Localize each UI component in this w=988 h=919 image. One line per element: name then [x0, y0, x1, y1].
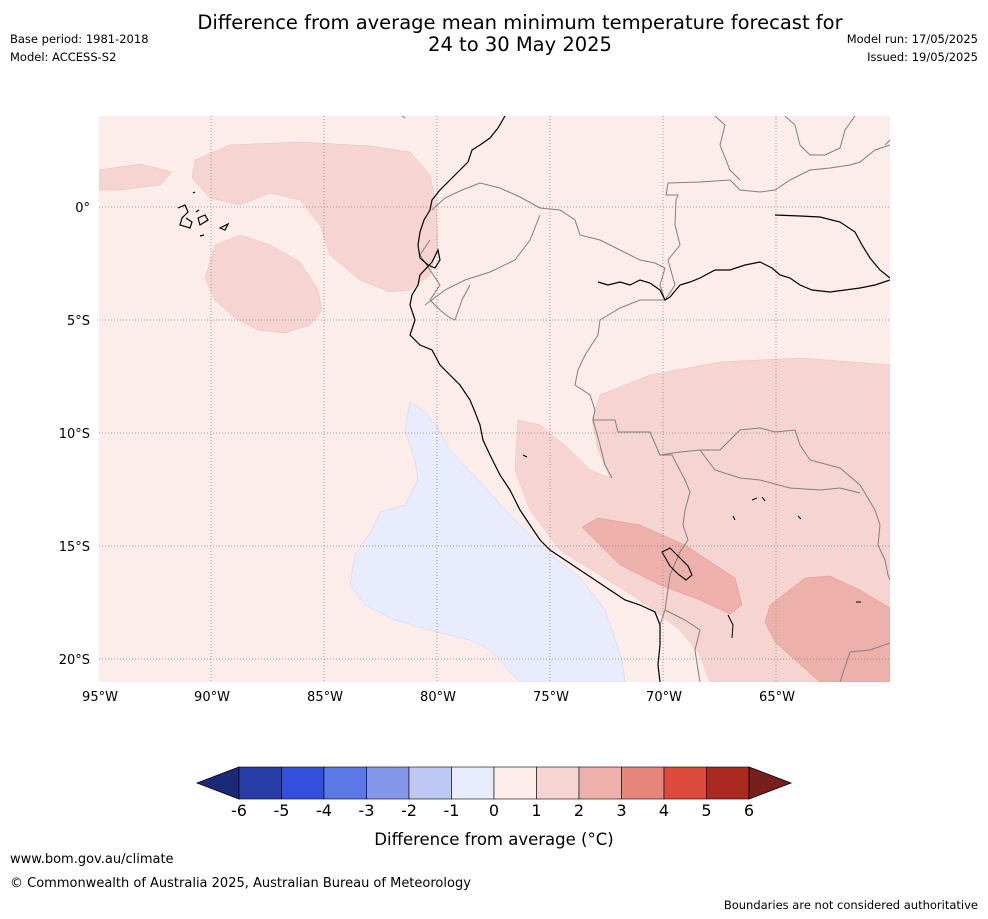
colorbar-tick-label: -3 [359, 801, 375, 820]
colorbar-label: Difference from average (°C) [374, 830, 613, 849]
colorbar-tick-label: 4 [659, 801, 669, 820]
lon-label: 70°W [646, 690, 682, 705]
lat-label: 0° [75, 201, 90, 216]
anomaly-patch-west [99, 163, 173, 191]
colorbar-swatch [578, 766, 622, 800]
colorbar-swatch [706, 766, 750, 800]
colorbar-extend-high [748, 766, 793, 800]
lat-label: 20°S [59, 653, 90, 668]
small-lakes [522, 454, 861, 639]
lat-label: 10°S [59, 427, 90, 442]
colorbar-tick-label: 1 [531, 801, 541, 820]
colorbar-tick-label: 5 [701, 801, 711, 820]
anomaly-patch-northwest [191, 141, 439, 293]
chart-title: Difference from average mean minimum tem… [150, 12, 890, 56]
title-line-2: 24 to 30 May 2025 [428, 33, 612, 56]
colorbar-swatch [536, 766, 580, 800]
colorbar-swatch [493, 766, 537, 800]
lon-label: 90°W [194, 690, 230, 705]
colorbar-swatch [621, 766, 665, 800]
lon-label: 65°W [759, 690, 795, 705]
meta-right: Model run: 17/05/2025 Issued: 19/05/2025 [847, 30, 978, 66]
issued-date: Issued: 19/05/2025 [867, 50, 978, 64]
anomaly-patch-cool-coastal [349, 401, 626, 682]
colorbar-tick-label: 0 [489, 801, 499, 820]
lon-label: 85°W [307, 690, 343, 705]
colorbar-swatch [451, 766, 495, 800]
colorbar-tick-label: -1 [444, 801, 460, 820]
colorbar-swatch [323, 766, 367, 800]
meta-left: Base period: 1981-2018 Model: ACCESS-S2 [10, 30, 149, 66]
lat-label: 5°S [67, 314, 90, 329]
anomaly-fields [99, 141, 890, 682]
colorbar-swatch [238, 766, 282, 800]
colorbar-tick-label: 2 [574, 801, 584, 820]
colorbar-tick-label: -6 [231, 801, 247, 820]
website-link[interactable]: www.bom.gov.au/climate [10, 852, 174, 867]
latitude-labels: 0° 5°S 10°S 15°S 20°S [59, 201, 90, 668]
colorbar-swatch [366, 766, 410, 800]
model-run: Model run: 17/05/2025 [846, 32, 978, 46]
base-period: Base period: 1981-2018 [10, 32, 149, 46]
colorbar-tick-label: 3 [616, 801, 626, 820]
coastline [409, 116, 890, 682]
longitude-labels: 95°W 90°W 85°W 80°W 75°W 70°W 65°W [82, 690, 795, 705]
copyright-notice: © Commonwealth of Australia 2025, Austra… [10, 876, 471, 891]
colorbar-swatch [281, 766, 325, 800]
galapagos-islands [177, 191, 230, 237]
graticule [99, 116, 890, 682]
lon-label: 75°W [533, 690, 569, 705]
colorbar [195, 766, 793, 800]
colorbar-tick-label: -4 [316, 801, 332, 820]
country-borders [401, 116, 890, 682]
model-name: Model: ACCESS-S2 [10, 50, 117, 64]
lon-label: 95°W [82, 690, 118, 705]
colorbar-tick-label: -2 [401, 801, 417, 820]
anomaly-patch-altiplano [581, 517, 743, 615]
colorbar-tick-label: 6 [744, 801, 754, 820]
lake-titicaca [661, 547, 693, 581]
anomaly-patch-ocean-center [204, 234, 323, 334]
colorbar-extend-low [195, 766, 240, 800]
lat-label: 15°S [59, 540, 90, 555]
title-line-1: Difference from average mean minimum tem… [197, 11, 843, 34]
colorbar-ticks: -6 -5 -4 -3 -2 -1 0 1 2 3 4 5 6 [231, 801, 754, 820]
lon-label: 80°W [420, 690, 456, 705]
colorbar-tick-label: -5 [274, 801, 290, 820]
colorbar-swatch [408, 766, 452, 800]
colorbar-swatch [663, 766, 707, 800]
boundaries-disclaimer: Boundaries are not considered authoritat… [723, 898, 978, 912]
